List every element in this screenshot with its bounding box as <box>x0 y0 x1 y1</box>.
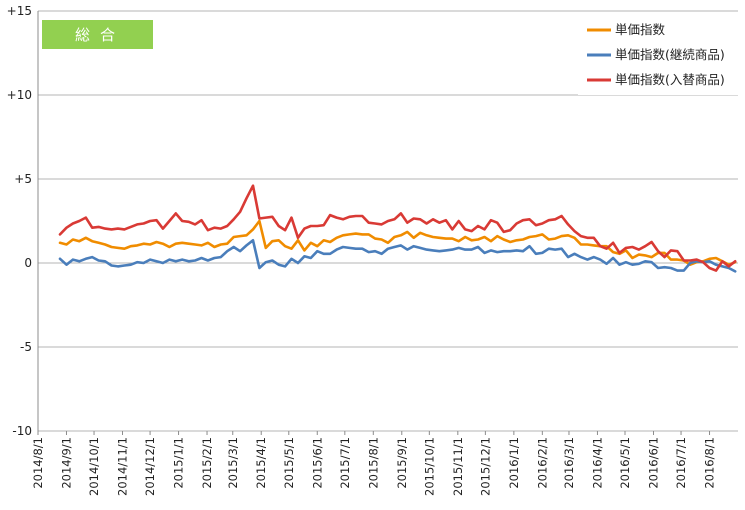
series-line <box>58 239 737 273</box>
x-tick-label: 2014/11/1 <box>116 437 130 496</box>
x-axis: 2014/8/1 2014/9/1 2014/10/1 2014/11/1 2014/1… <box>31 431 717 496</box>
x-tick-label: 2015/2/1 <box>200 437 214 489</box>
y-tick-label: +10 <box>7 88 32 102</box>
chart-title: 総合 <box>42 20 153 49</box>
x-tick-label: 2014/12/1 <box>143 437 157 496</box>
legend-label: 単価指数 <box>615 22 666 37</box>
x-tick-label: 2015/11/1 <box>451 437 465 496</box>
x-tick-label: 2016/4/1 <box>590 437 604 489</box>
y-tick-label: 0 <box>24 256 32 270</box>
x-tick-label: 2015/6/1 <box>310 437 324 489</box>
y-axis: +15 +10 +5 0 -5 -10 <box>7 4 39 438</box>
y-tick-label: +5 <box>14 172 32 186</box>
series-line <box>58 184 737 272</box>
x-tick-label: 2015/4/1 <box>254 437 268 489</box>
x-tick-label: 2016/2/1 <box>535 437 549 489</box>
x-tick-label: 2014/9/1 <box>59 437 73 489</box>
gridlines <box>38 10 738 432</box>
x-tick-label: 2015/7/1 <box>338 437 352 489</box>
x-tick-label: 2016/8/1 <box>703 437 717 489</box>
x-tick-label: 2014/8/1 <box>31 437 45 489</box>
x-tick-label: 2016/3/1 <box>562 437 576 489</box>
x-tick-label: 2016/7/1 <box>674 437 688 489</box>
x-tick-label: 2016/1/1 <box>507 437 521 489</box>
x-tick-label: 2016/5/1 <box>618 437 632 489</box>
series <box>58 184 737 273</box>
x-tick-label: 2014/10/1 <box>87 437 101 496</box>
x-tick-label: 2015/3/1 <box>226 437 240 489</box>
y-tick-label: -10 <box>12 424 32 438</box>
x-tick-label: 2015/8/1 <box>366 437 380 489</box>
y-tick-label: +15 <box>7 4 32 18</box>
legend-label: 単価指数(継続商品) <box>615 47 725 62</box>
x-tick-label: 2015/9/1 <box>395 437 409 489</box>
x-tick-label: 2016/6/1 <box>646 437 660 489</box>
title-text: 総合 <box>75 26 125 44</box>
y-tick-label: -5 <box>20 340 32 354</box>
x-tick-label: 2015/10/1 <box>422 437 436 496</box>
legend-label: 単価指数(入替商品) <box>615 72 725 87</box>
x-tick-label: 2015/12/1 <box>478 437 492 496</box>
x-tick-label: 2015/5/1 <box>282 437 296 489</box>
series-line <box>58 219 737 267</box>
title-background <box>42 20 153 49</box>
x-tick-label: 2015/1/1 <box>172 437 186 489</box>
